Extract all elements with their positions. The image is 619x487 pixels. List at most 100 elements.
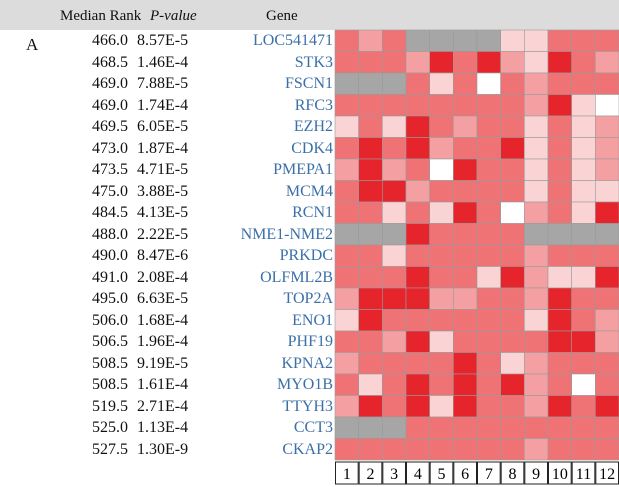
heatmap-cell [595,266,619,289]
heatmap-cell [500,72,525,95]
heatmap-cell [334,201,359,224]
column-box [524,461,548,485]
heatmap-cell [334,115,359,138]
pvalue-header: P-value [150,8,197,24]
heatmap-cell [429,309,454,332]
heatmap-cell [571,373,596,396]
p-value: 4.71E-5 [137,161,189,178]
heatmap-cell [476,201,501,224]
heatmap-cell [571,94,596,117]
column-label: 10 [552,466,568,483]
heatmap-cell [429,395,454,418]
heatmap-cell [453,438,478,461]
p-value: 1.46E-4 [137,53,189,71]
heatmap-cell [500,244,525,267]
heatmap-cell [547,287,572,310]
heatmap-cell [453,266,478,289]
heatmap-cell [524,416,549,439]
heatmap-cell [382,180,407,203]
heatmap-cell [476,330,501,353]
heatmap-cell [429,180,454,203]
p-value: 1.74E-4 [137,96,189,114]
median-rank: 468.5 [92,53,128,71]
heatmap-cell [405,438,430,461]
gene-name: PHF19 [287,333,333,350]
heatmap-cell [476,29,501,52]
heatmap-cell [571,223,596,246]
heatmap-cell [358,373,383,396]
column-box [453,461,478,485]
median-rank: 491.0 [92,268,128,286]
column-label: 3 [390,466,398,483]
heatmap-cell [382,395,407,418]
heatmap-cell [334,309,359,332]
heatmap-cell [476,395,501,418]
heatmap-cell [405,373,430,396]
heatmap-cell [595,29,619,52]
heatmap-cell [524,244,549,267]
heatmap-cell [500,330,525,353]
gene-name: CCT3 [293,419,333,436]
heatmap-cell [500,266,525,289]
heatmap-cell [595,330,619,353]
heatmap-cell [382,416,407,439]
heatmap-cell [429,72,454,95]
heatmap-cell [429,373,454,396]
heatmap-cell [547,266,572,289]
heatmap-cell [500,137,525,160]
heatmap-cell [453,94,478,117]
median-rank: 475.0 [92,182,128,200]
heatmap-cell [595,94,619,117]
heatmap-cell [334,51,359,74]
heatmap-cell [524,373,549,396]
median-rank: 506.0 [92,311,128,329]
heatmap-cell [500,94,525,117]
gene-name: RCN1 [292,204,333,221]
heatmap-cell [500,373,525,396]
column-label: 6 [461,466,469,483]
heatmap-cell [571,287,596,310]
heatmap-cell [358,72,383,95]
p-value: 4.13E-5 [137,204,189,221]
gene-name: FSCN1 [284,75,333,92]
heatmap-cell [405,223,430,246]
heatmap-cell [476,158,501,181]
heatmap-cell [382,373,407,396]
column-box [571,461,596,485]
median-rank: 490.0 [92,247,128,264]
heatmap-cell [476,373,501,396]
heatmap-cell [595,287,619,310]
column-label: 1 [343,466,351,483]
median-rank: 508.5 [92,376,128,393]
heatmap-cell [547,29,572,52]
heatmap-cell [358,201,383,224]
heatmap-cell [595,373,619,396]
heatmap-cell [571,395,596,418]
heatmap-cell [382,244,407,267]
heatmap-cell [405,330,430,353]
p-value: 3.88E-5 [137,182,189,200]
heatmap-cell [429,244,454,267]
heatmap-cell [571,29,596,52]
heatmap-cell [334,180,359,203]
heatmap-cell [334,266,359,289]
rank-header: Median Rank [60,8,142,24]
gene-name: STK3 [294,53,333,71]
heatmap-cell [405,266,430,289]
heatmap-cell [524,395,549,418]
heatmap-cell [405,201,430,224]
heatmap-cell [453,115,478,138]
heatmap-cell [405,244,430,267]
column-box [548,461,572,485]
heatmap-cell [453,373,478,396]
heatmap-cell [524,180,549,203]
gene-name: MYO1B [276,376,333,393]
heatmap-cell [571,438,596,461]
heatmap-cell [334,29,359,52]
heatmap-cell [358,438,383,461]
heatmap-cell [405,309,430,332]
heatmap-cell [334,244,359,267]
heatmap-cell [358,223,383,246]
gene-name: PMEPA1 [273,161,333,178]
